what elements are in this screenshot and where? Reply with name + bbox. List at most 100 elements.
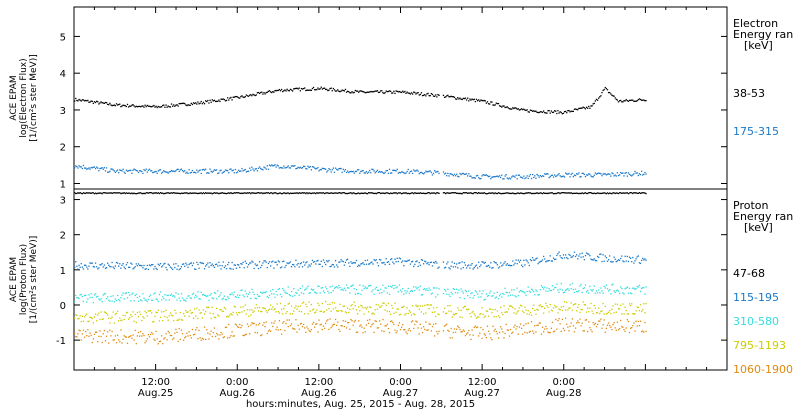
data-point bbox=[549, 255, 551, 257]
data-point bbox=[584, 284, 587, 286]
data-point bbox=[457, 292, 459, 294]
data-point bbox=[421, 192, 424, 194]
data-point bbox=[296, 292, 298, 294]
data-point bbox=[463, 192, 466, 194]
data-point bbox=[80, 339, 82, 341]
data-point bbox=[385, 90, 387, 92]
data-point bbox=[133, 300, 135, 302]
data-point bbox=[623, 261, 625, 263]
data-point bbox=[323, 261, 326, 264]
data-point bbox=[613, 312, 615, 314]
data-point bbox=[110, 104, 112, 106]
data-point bbox=[249, 333, 251, 335]
data-point bbox=[243, 192, 245, 194]
data-point bbox=[349, 265, 351, 268]
data-point bbox=[516, 325, 518, 328]
data-point bbox=[528, 290, 530, 292]
data-point bbox=[624, 100, 626, 102]
data-point bbox=[453, 288, 456, 291]
data-point bbox=[121, 264, 123, 267]
data-point bbox=[120, 267, 122, 269]
data-point bbox=[171, 315, 174, 317]
data-point bbox=[322, 290, 325, 292]
data-point bbox=[493, 176, 495, 178]
data-point bbox=[207, 307, 209, 309]
data-point bbox=[367, 285, 370, 287]
x-tick-time: 0:00 bbox=[553, 377, 575, 388]
data-point bbox=[612, 95, 614, 97]
data-point bbox=[398, 322, 401, 324]
data-point bbox=[230, 312, 232, 315]
data-point bbox=[261, 91, 263, 93]
data-point bbox=[596, 312, 599, 314]
data-point bbox=[132, 103, 134, 106]
data-point bbox=[127, 106, 130, 108]
data-point bbox=[274, 89, 276, 92]
data-point bbox=[258, 306, 261, 309]
data-point bbox=[316, 192, 318, 194]
data-point bbox=[114, 105, 117, 107]
data-point bbox=[447, 288, 449, 290]
data-point bbox=[404, 172, 406, 175]
data-point bbox=[195, 192, 197, 194]
data-point bbox=[329, 318, 331, 320]
data-point bbox=[278, 287, 281, 290]
data-point bbox=[529, 109, 532, 111]
data-point bbox=[592, 176, 594, 178]
data-point bbox=[363, 172, 365, 174]
data-point bbox=[536, 290, 538, 292]
data-point bbox=[606, 312, 609, 315]
data-point bbox=[278, 88, 281, 91]
x-tick-time: 0:00 bbox=[389, 377, 411, 388]
data-point bbox=[417, 192, 419, 194]
data-point bbox=[615, 192, 617, 194]
data-point bbox=[123, 298, 125, 300]
data-point bbox=[189, 334, 191, 337]
data-point bbox=[377, 91, 380, 94]
x-tick-time: 12:00 bbox=[468, 377, 497, 388]
data-point bbox=[517, 295, 519, 297]
data-point bbox=[141, 192, 143, 195]
data-point bbox=[418, 333, 420, 335]
data-point bbox=[240, 262, 242, 265]
data-point bbox=[411, 93, 414, 95]
data-point bbox=[459, 172, 461, 175]
data-point bbox=[546, 260, 548, 262]
data-point bbox=[442, 94, 445, 97]
data-point bbox=[108, 317, 110, 319]
data-point bbox=[503, 262, 505, 264]
data-point bbox=[246, 192, 249, 194]
data-point bbox=[217, 290, 219, 292]
data-point bbox=[287, 165, 289, 167]
data-point bbox=[513, 312, 515, 314]
data-point bbox=[482, 174, 484, 176]
data-point bbox=[299, 305, 301, 307]
data-point bbox=[220, 268, 222, 270]
data-point bbox=[119, 317, 121, 319]
data-point bbox=[364, 259, 366, 262]
data-point bbox=[442, 261, 445, 263]
data-point bbox=[74, 100, 76, 102]
data-point bbox=[234, 296, 237, 298]
data-point bbox=[371, 261, 373, 263]
data-point bbox=[187, 172, 189, 174]
data-point bbox=[115, 342, 118, 344]
data-point bbox=[585, 174, 588, 176]
data-point bbox=[124, 336, 126, 338]
data-point bbox=[105, 102, 108, 104]
data-point bbox=[537, 262, 539, 265]
data-point bbox=[187, 335, 189, 337]
data-point bbox=[353, 262, 355, 264]
data-point bbox=[249, 192, 251, 194]
data-point bbox=[340, 309, 342, 312]
data-point bbox=[160, 335, 163, 337]
data-point bbox=[415, 286, 417, 288]
data-point bbox=[184, 299, 186, 301]
data-point bbox=[311, 192, 314, 194]
data-point bbox=[454, 313, 457, 315]
data-point bbox=[588, 310, 590, 313]
data-point bbox=[545, 302, 547, 305]
data-point bbox=[640, 310, 643, 313]
data-point bbox=[620, 192, 622, 194]
data-point bbox=[132, 192, 134, 195]
